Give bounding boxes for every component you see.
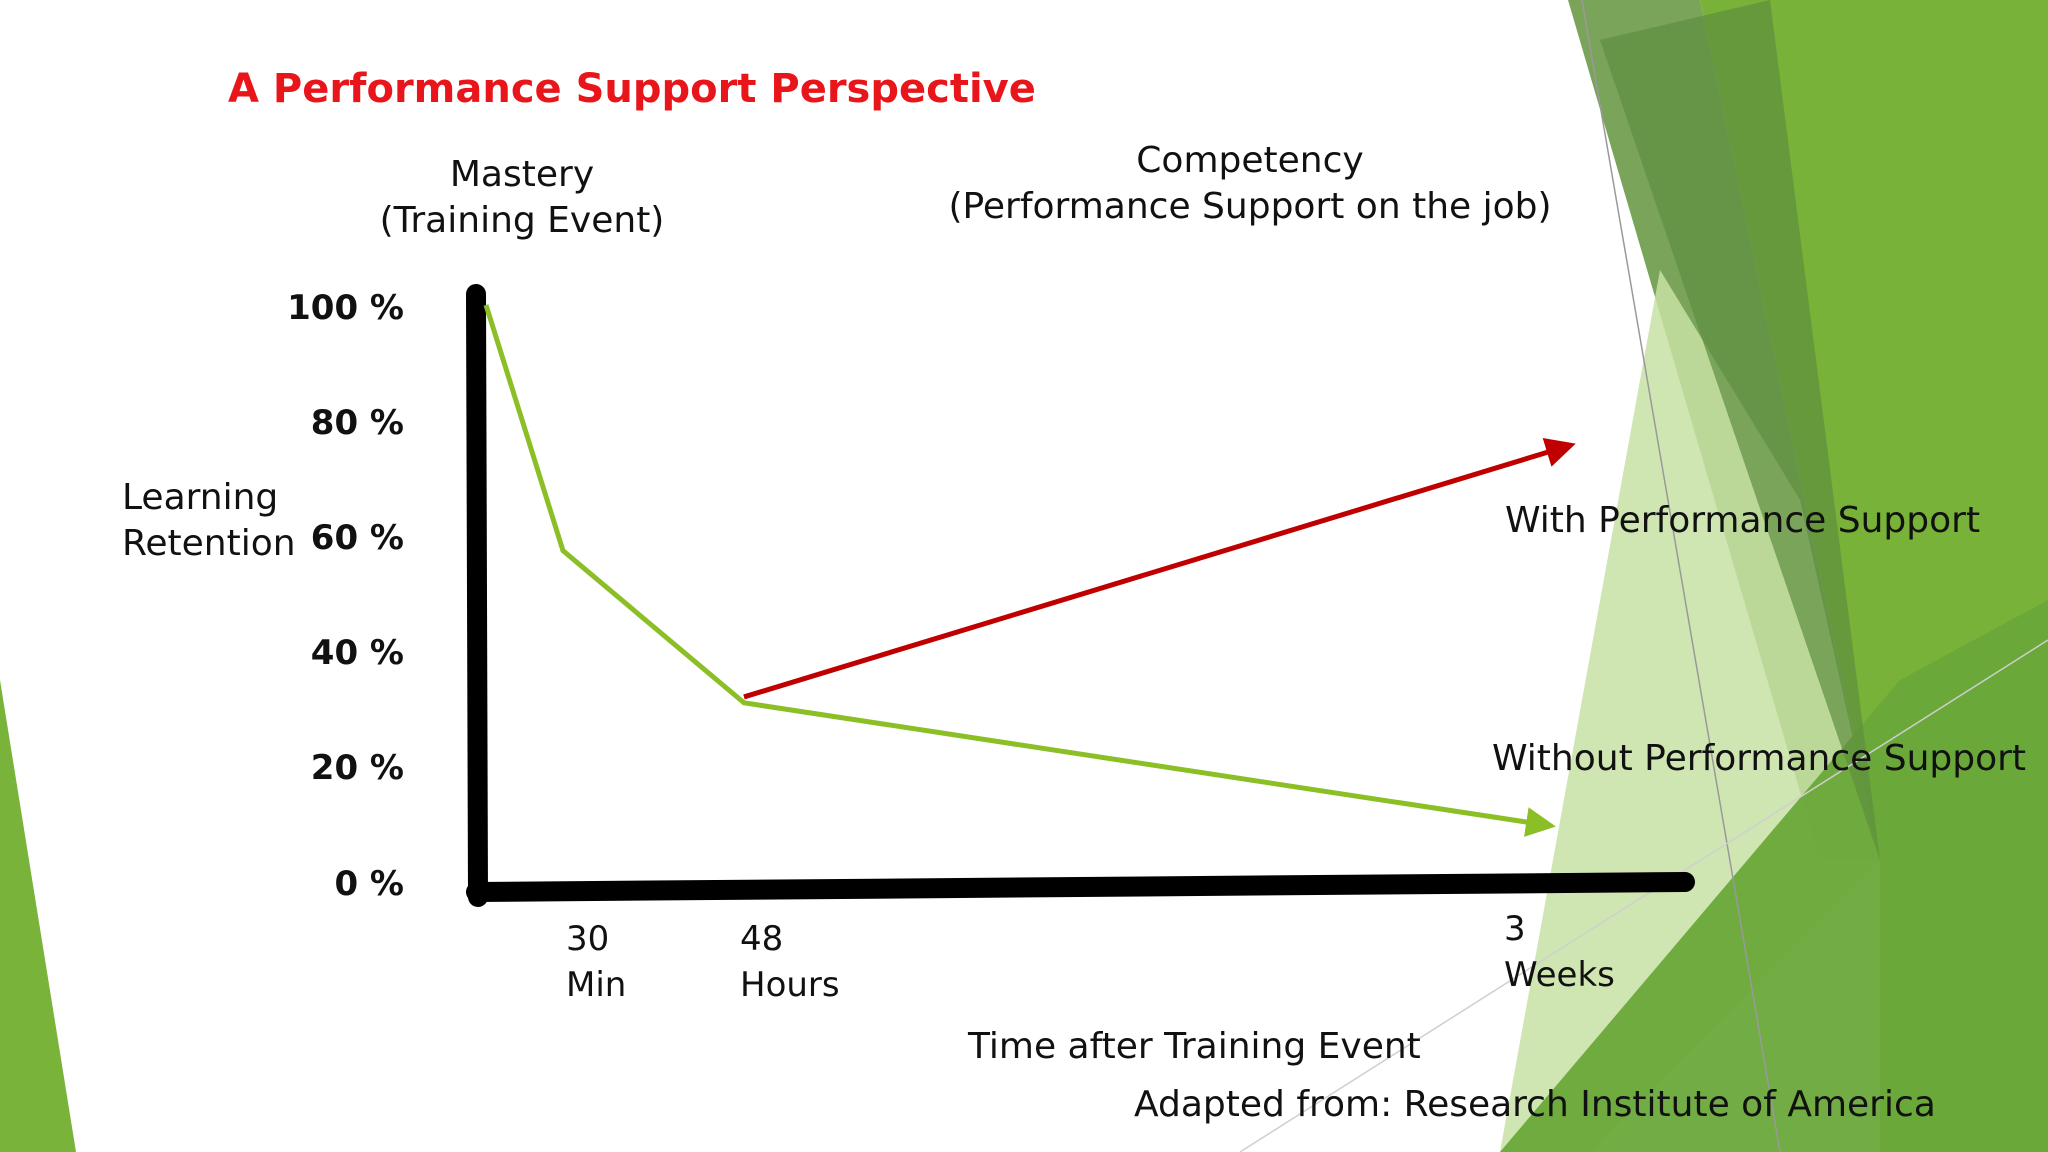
right-panel-lower-green [1500,600,2048,1152]
y-tick-label: 40 % [310,633,404,673]
series-without-performance-support [483,304,1556,837]
y-axis-label: Learning Retention [122,475,296,567]
left-green-accent [0,680,76,1152]
y-tick-label: 0 % [334,864,404,904]
y-axis [466,284,488,907]
x-tick-line1: 48 [740,919,784,959]
x-tick-line2: Hours [740,965,840,1005]
series-label-without: Without Performance Support [1492,738,2027,779]
x-tick-label-30-min: 30 Min [566,916,626,1008]
x-axis [466,872,1695,902]
source-note: Adapted from: Research Institute of Amer… [1134,1084,1936,1125]
y-tick-label: 80 % [310,403,404,443]
x-tick-line2: Weeks [1504,955,1615,995]
thin-diagonal-rule-2 [1239,639,2048,1152]
chart-title: A Performance Support Perspective [228,66,1036,112]
series-with-performance-support [743,438,1576,700]
y-tick-label: 60 % [310,518,404,558]
x-tick-label-3-weeks: 3 Weeks [1504,906,1615,998]
series-label-with: With Performance Support [1505,500,1981,541]
x-tick-line1: 3 [1504,909,1526,949]
competency-line1: Competency [1136,140,1364,181]
competency-annotation: Competency (Performance Support on the j… [930,138,1570,230]
y-tick-label: 20 % [310,748,404,788]
x-tick-line2: Min [566,965,627,1005]
mastery-annotation: Mastery (Training Event) [372,152,672,244]
x-axis-label: Time after Training Event [968,1026,1421,1067]
y-axis-label-line1: Learning [122,477,279,518]
right-panel-deep-wedge [1600,0,1880,860]
mastery-line1: Mastery [449,154,595,195]
mastery-line2: (Training Event) [379,200,665,241]
y-tick-label: 100 % [287,288,404,328]
x-tick-line1: 30 [566,919,610,959]
thin-diagonal-rule [1581,0,1781,1152]
y-axis-label-line2: Retention [122,523,296,564]
competency-line2: (Performance Support on the job) [948,186,1552,227]
x-tick-label-48-hours: 48 Hours [740,916,840,1008]
